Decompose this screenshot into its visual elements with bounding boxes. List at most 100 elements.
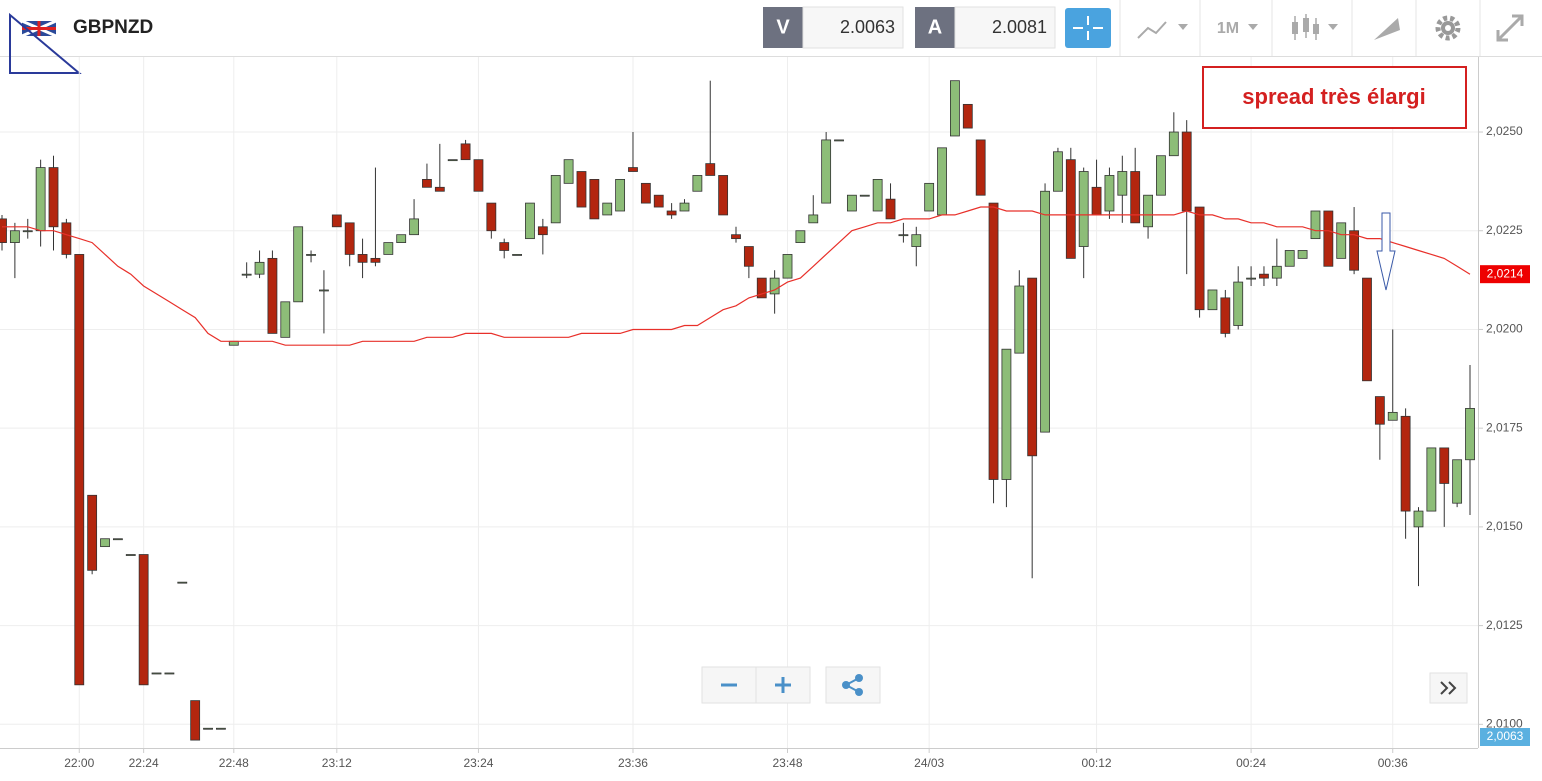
candle-body <box>1246 277 1256 280</box>
candle-body <box>795 230 806 243</box>
arrow <box>1376 212 1396 291</box>
candle-body <box>1143 194 1153 228</box>
candle-body <box>434 186 445 192</box>
candle-body <box>743 246 754 267</box>
last-price-tag <box>1480 728 1530 746</box>
candle-body <box>61 222 72 255</box>
candle-body <box>950 80 960 137</box>
draw-button[interactable] <box>1374 18 1400 40</box>
candle-body <box>679 202 690 212</box>
price-tags: 2,0214 2,0063 <box>1480 265 1530 746</box>
candle-body <box>615 179 626 212</box>
candle-body <box>1465 408 1475 461</box>
ask-label: A <box>928 16 942 38</box>
candle-body <box>22 230 33 233</box>
candle-body <box>756 277 767 299</box>
candle-body <box>769 277 780 295</box>
zoom-in-button[interactable] <box>755 666 811 704</box>
candle-body <box>1323 210 1334 267</box>
candle-body <box>692 175 703 192</box>
ask-box <box>954 6 1056 49</box>
candle-body <box>422 179 432 188</box>
bid-button[interactable] <box>763 7 803 48</box>
y-tick-label: 2,0175 <box>1486 420 1523 434</box>
x-tick-label: 00:24 <box>1236 756 1266 770</box>
candle-body <box>846 194 857 212</box>
candle-body <box>589 179 600 220</box>
candle-body <box>1078 171 1089 247</box>
candle-body <box>486 202 497 232</box>
chart-type-button[interactable] <box>1137 21 1188 39</box>
candle-body <box>409 218 419 236</box>
candle-body <box>87 494 98 571</box>
candle-body <box>0 218 7 243</box>
candle-body <box>370 257 381 263</box>
candle-body <box>280 301 291 338</box>
annotation: spread très élargi <box>1242 84 1425 109</box>
candle-body <box>293 226 304 303</box>
x-tick-label: 22:00 <box>64 756 94 770</box>
fullscreen-button[interactable] <box>1496 14 1524 42</box>
candle-body <box>1194 206 1205 311</box>
y-tick-label: 2,0200 <box>1486 322 1523 336</box>
candle-body <box>499 242 510 251</box>
candle-body <box>1001 348 1012 480</box>
period-caret <box>1248 24 1258 30</box>
share-button[interactable] <box>825 666 881 704</box>
corner-triangle <box>9 12 82 74</box>
candle-body <box>640 182 651 204</box>
ask-button[interactable] <box>915 7 955 48</box>
settings-button[interactable] <box>1435 15 1461 41</box>
candle-body <box>653 194 664 208</box>
candle-body <box>1452 459 1463 504</box>
candle-body <box>602 202 613 216</box>
candle-body <box>177 581 188 584</box>
candle-body <box>138 554 149 686</box>
y-tick-label: 2,0250 <box>1486 124 1523 138</box>
candle-body <box>1156 155 1166 196</box>
candle-body <box>898 234 909 237</box>
candle-body <box>267 257 278 334</box>
candle-body <box>1426 447 1437 512</box>
candle-body <box>473 159 484 192</box>
y-tick-label: 2,0150 <box>1486 519 1523 533</box>
plot <box>0 80 1475 741</box>
y-tick-label: 2,0225 <box>1486 223 1523 237</box>
candle-body <box>1400 415 1411 512</box>
candle-body <box>396 234 407 243</box>
candle-body <box>937 147 947 216</box>
moving-average <box>2 206 1471 346</box>
candle-body <box>782 254 793 279</box>
candle-body <box>100 538 110 548</box>
candle-body <box>859 194 870 197</box>
candle-body <box>1259 273 1269 279</box>
period-button[interactable]: 1M <box>1217 20 1239 37</box>
zoom-out-button[interactable] <box>701 666 757 704</box>
candle-body <box>512 254 522 256</box>
crosshair-button[interactable] <box>1065 8 1111 48</box>
x-tick-label: 23:24 <box>463 756 493 770</box>
candle-body <box>203 727 213 730</box>
y-tick-label: 2,0125 <box>1486 618 1523 632</box>
candle-body <box>1117 171 1128 196</box>
candle-body <box>731 234 741 240</box>
scroll-end-button[interactable] <box>1429 672 1468 704</box>
candle-body <box>1091 186 1102 216</box>
candle-body <box>628 167 638 172</box>
symbol: GBPNZD <box>73 17 153 38</box>
x-tick-label: 22:48 <box>219 756 249 770</box>
ma-tag-label: 2,0214 <box>1487 266 1524 280</box>
grid: 2,0100 2,0125 2,0150 2,0175 2,0200 2,0225 2,02… <box>0 57 1523 770</box>
candle-body <box>9 230 20 243</box>
candle-body <box>1374 396 1385 425</box>
candle-body <box>525 202 535 240</box>
candle-body <box>1413 510 1424 528</box>
candle-body <box>911 234 922 247</box>
candle-style-button[interactable] <box>1292 14 1338 40</box>
candle-body <box>190 700 201 741</box>
candle-body <box>1168 131 1179 157</box>
candle-body <box>821 139 832 204</box>
ma-tag <box>1480 265 1530 284</box>
candle-body <box>1053 151 1063 192</box>
